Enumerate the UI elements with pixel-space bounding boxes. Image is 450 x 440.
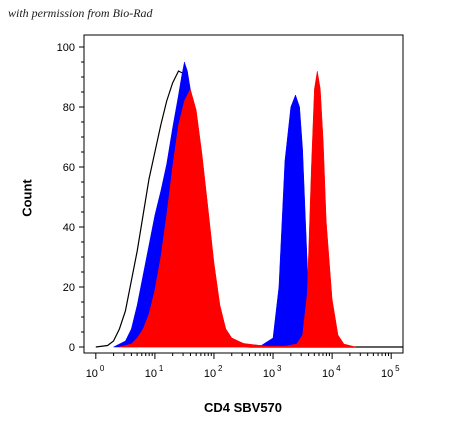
x-tick-exponent: 1 [159, 364, 164, 373]
x-tick-label: 10 [263, 368, 275, 380]
y-tick-label: 80 [63, 102, 75, 114]
y-tick-label: 20 [63, 282, 75, 294]
x-tick-exponent: 3 [277, 364, 282, 373]
x-tick-label: 10 [322, 368, 334, 380]
series-layer [95, 61, 403, 348]
x-tick-label: 10 [145, 368, 157, 380]
x-tick-exponent: 2 [218, 364, 223, 373]
histogram-series-2 [119, 70, 356, 348]
x-tick-label: 10 [204, 368, 216, 380]
credit-caption: with permission from Bio-Rad [8, 6, 153, 20]
x-tick-exponent: 4 [336, 364, 341, 373]
x-tick-label: 10 [381, 368, 393, 380]
x-axis-label: CD4 SBV570 [203, 400, 283, 415]
histogram-series-1 [113, 61, 333, 348]
y-tick-label: 40 [63, 222, 75, 234]
y-tick-label: 0 [69, 342, 75, 354]
x-tick-label: 10 [86, 368, 98, 380]
y-tick-label: 100 [57, 42, 75, 54]
x-tick-exponent: 5 [395, 364, 400, 373]
y-tick-label: 60 [63, 162, 75, 174]
x-tick-exponent: 0 [100, 364, 105, 373]
plot-frame [83, 34, 404, 354]
